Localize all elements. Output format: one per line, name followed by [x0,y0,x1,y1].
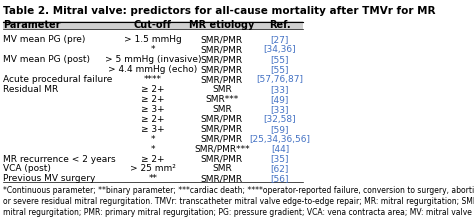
Text: ≥ 2+: ≥ 2+ [141,155,164,164]
Text: > 4.4 mmHg (echo): > 4.4 mmHg (echo) [109,65,198,74]
Text: Previous MV surgery: Previous MV surgery [3,174,95,183]
Text: ≥ 2+: ≥ 2+ [141,115,164,124]
Text: Ref.: Ref. [269,20,291,30]
Text: > 5 mmHg (invasive): > 5 mmHg (invasive) [105,55,201,64]
Text: SMR/PMR: SMR/PMR [201,65,243,74]
Text: ≥ 3+: ≥ 3+ [141,125,165,134]
Text: [49]: [49] [271,95,289,104]
Text: > 1.5 mmHg: > 1.5 mmHg [124,35,182,44]
Text: ≥ 3+: ≥ 3+ [141,105,165,114]
Text: > 25 mm²: > 25 mm² [130,164,176,174]
Text: SMR: SMR [212,105,232,114]
Text: SMR/PMR: SMR/PMR [201,45,243,54]
Text: ****: **** [144,75,162,84]
Text: SMR: SMR [212,85,232,94]
Text: ≥ 2+: ≥ 2+ [141,85,164,94]
Text: [55]: [55] [271,55,289,64]
Text: [44]: [44] [271,145,289,154]
Text: SMR/PMR: SMR/PMR [201,125,243,134]
Text: [33]: [33] [271,85,289,94]
Text: **: ** [148,174,157,183]
Text: SMR/PMR***: SMR/PMR*** [194,145,250,154]
Text: [62]: [62] [271,164,289,174]
Text: MR etiology: MR etiology [189,20,255,30]
Text: [56]: [56] [271,174,289,183]
Text: Cut-off: Cut-off [134,20,172,30]
Text: SMR: SMR [212,164,232,174]
Text: VCA (post): VCA (post) [3,164,51,174]
Text: Residual MR: Residual MR [3,85,58,94]
Text: [34,36]: [34,36] [264,45,296,54]
Bar [3,21,303,29]
Text: [59]: [59] [271,125,289,134]
Text: SMR/PMR: SMR/PMR [201,115,243,124]
Text: SMR/PMR: SMR/PMR [201,155,243,164]
Text: Acute procedural failure: Acute procedural failure [3,75,112,84]
Text: ≥ 2+: ≥ 2+ [141,95,164,104]
Text: SMR/PMR: SMR/PMR [201,75,243,84]
Text: SMR/PMR: SMR/PMR [201,135,243,144]
Text: SMR/PMR: SMR/PMR [201,55,243,64]
Text: [57,76,87]: [57,76,87] [256,75,303,84]
Text: [55]: [55] [271,65,289,74]
Text: MR recurrence < 2 years: MR recurrence < 2 years [3,155,116,164]
Text: MV mean PG (post): MV mean PG (post) [3,55,90,64]
Text: [27]: [27] [271,35,289,44]
Text: SMR/PMR: SMR/PMR [201,174,243,183]
Text: [32,58]: [32,58] [264,115,296,124]
Text: [35]: [35] [271,155,289,164]
Text: *: * [151,135,155,144]
Text: SMR***: SMR*** [205,95,238,104]
Text: [33]: [33] [271,105,289,114]
Text: SMR/PMR: SMR/PMR [201,35,243,44]
Text: Parameter: Parameter [3,20,61,30]
Text: MV mean PG (pre): MV mean PG (pre) [3,35,85,44]
Text: [25,34,36,56]: [25,34,36,56] [249,135,310,144]
Text: *: * [151,145,155,154]
Text: *: * [151,45,155,54]
Text: Table 2. Mitral valve: predictors for all-cause mortality after TMVr for MR: Table 2. Mitral valve: predictors for al… [3,6,436,16]
Text: *Continuous parameter; **binary parameter; ***cardiac death; ****operator-report: *Continuous parameter; **binary paramete… [3,186,474,217]
